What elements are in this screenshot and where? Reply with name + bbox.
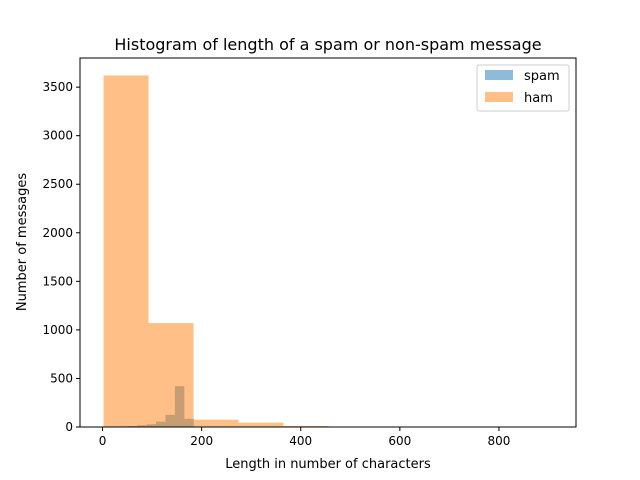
x-tick-label-400: 400	[289, 434, 312, 448]
y-axis: 0 500 1000 1500 2000 2500 3000 3500	[42, 80, 80, 434]
legend-label-spam: spam	[524, 69, 560, 84]
x-axis: 0 200 400 600 800	[99, 427, 510, 448]
legend-label-ham: ham	[524, 91, 553, 106]
legend-swatch-ham	[485, 92, 513, 102]
x-tick-label-600: 600	[388, 434, 411, 448]
y-tick-label-3500: 3500	[42, 80, 73, 94]
legend-swatch-spam	[485, 70, 513, 80]
y-tick-label-0: 0	[65, 420, 73, 434]
bar-ham-3	[238, 422, 284, 427]
x-tick-label-800: 800	[487, 434, 510, 448]
y-tick-label-2000: 2000	[42, 226, 73, 240]
y-tick-label-3000: 3000	[42, 129, 73, 143]
bar-ham-1	[148, 323, 194, 427]
x-tick-label-0: 0	[99, 434, 107, 448]
bar-ham-2	[193, 419, 239, 427]
legend: spam ham	[476, 64, 570, 112]
y-axis-label: Number of messages	[15, 173, 30, 311]
bars-layer	[103, 75, 554, 428]
y-tick-label-500: 500	[50, 371, 73, 385]
x-tick-label-200: 200	[190, 434, 213, 448]
y-tick-label-2500: 2500	[42, 177, 73, 191]
chart-title: Histogram of length of a spam or non-spa…	[114, 35, 541, 54]
y-tick-label-1000: 1000	[42, 323, 73, 337]
x-axis-label: Length in number of characters	[225, 457, 431, 472]
plot-frame	[79, 57, 577, 428]
bar-ham-0	[103, 75, 149, 428]
y-tick-label-1500: 1500	[42, 274, 73, 288]
